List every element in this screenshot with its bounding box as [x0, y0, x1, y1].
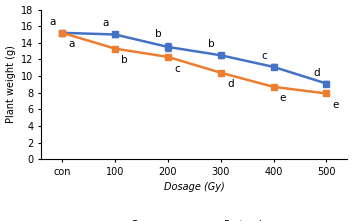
Text: e: e: [333, 100, 339, 110]
Text: b: b: [155, 29, 162, 40]
Y-axis label: Plant weight (g): Plant weight (g): [6, 45, 16, 123]
Text: e: e: [280, 93, 286, 103]
Text: c: c: [174, 64, 180, 74]
Text: a: a: [102, 18, 109, 28]
Text: d: d: [313, 68, 320, 78]
Text: b: b: [208, 39, 215, 49]
Text: a: a: [49, 17, 56, 27]
X-axis label: Dosage (Gy): Dosage (Gy): [164, 182, 225, 192]
Text: b: b: [121, 55, 128, 65]
Legend: Gamma-ray, Proton-beam: Gamma-ray, Proton-beam: [98, 216, 291, 221]
Text: d: d: [227, 79, 234, 89]
Text: a: a: [68, 40, 75, 50]
Text: c: c: [261, 51, 267, 61]
